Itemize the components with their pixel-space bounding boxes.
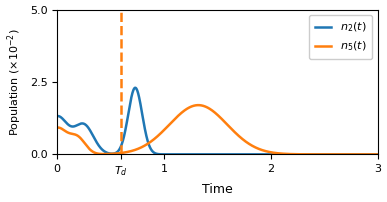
$n_5(t)$ xyxy=(196,104,201,106)
$n_2(t)$ xyxy=(192,153,197,156)
$n_5(t)$ xyxy=(91,151,96,154)
X-axis label: Time: Time xyxy=(202,183,233,196)
$n_2(t)$ xyxy=(376,153,380,156)
$n_2(t)$ xyxy=(335,153,339,156)
$n_2(t)$ xyxy=(133,86,138,89)
$n_5(t)$ xyxy=(335,153,339,156)
$n_5(t)$ xyxy=(178,113,183,115)
$n_2(t)$ xyxy=(370,153,374,156)
Legend: $n_2(t)$, $n_5(t)$: $n_2(t)$, $n_5(t)$ xyxy=(309,15,372,59)
$n_5(t)$ xyxy=(110,153,115,155)
$n_5(t)$ xyxy=(370,153,374,156)
$n_2(t)$ xyxy=(91,136,96,138)
Line: $n_5(t)$: $n_5(t)$ xyxy=(57,105,378,154)
$n_2(t)$ xyxy=(55,115,60,117)
$n_5(t)$ xyxy=(55,126,60,129)
$n_5(t)$ xyxy=(192,104,197,107)
$n_2(t)$ xyxy=(110,153,115,155)
Y-axis label: Population ($\times10^{-2}$): Population ($\times10^{-2}$) xyxy=(5,28,24,136)
Line: $n_2(t)$: $n_2(t)$ xyxy=(57,88,378,154)
$n_2(t)$ xyxy=(178,153,183,156)
$n_5(t)$ xyxy=(376,153,380,156)
